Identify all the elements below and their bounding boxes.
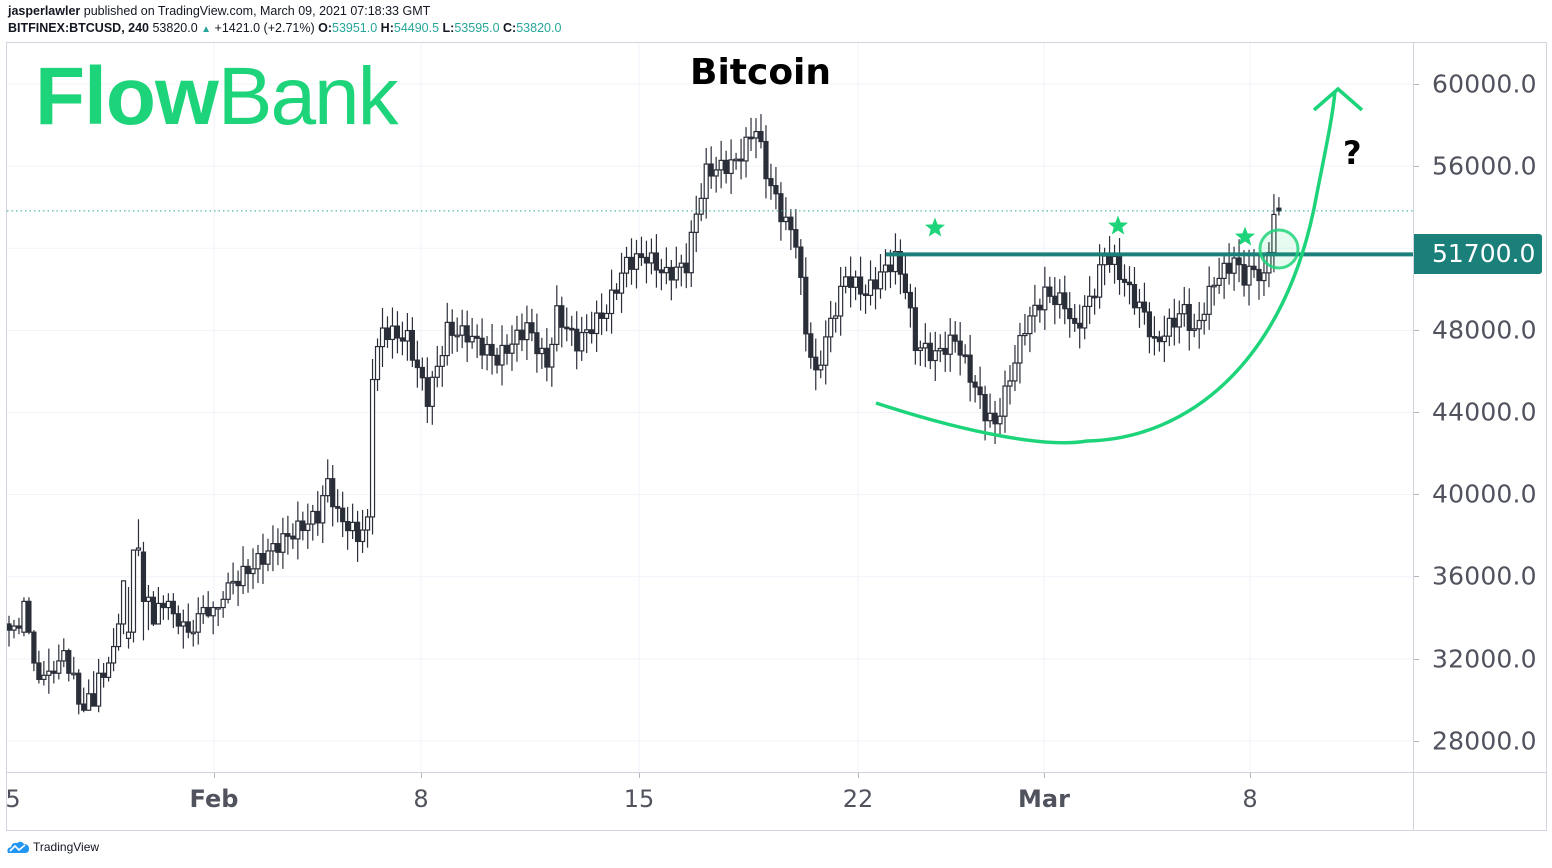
time-tick bbox=[858, 773, 859, 778]
flowbank-logo: Flow Bank bbox=[35, 51, 399, 142]
up-triangle-icon: ▲ bbox=[201, 24, 212, 35]
price-label: 44000.0 bbox=[1432, 397, 1537, 427]
close-label: C: bbox=[503, 21, 517, 35]
tradingview-cloud-icon bbox=[7, 841, 29, 853]
axis-corner-divider bbox=[1413, 773, 1414, 831]
open-value: 53951.0 bbox=[332, 21, 378, 35]
price-axis[interactable]: 60000.0 56000.0 51700.0 48000.0 44000.0 … bbox=[1413, 43, 1546, 772]
price-tick bbox=[1414, 741, 1419, 742]
time-label: 22 bbox=[842, 785, 874, 813]
time-tick bbox=[421, 773, 422, 778]
price-label: 32000.0 bbox=[1432, 644, 1537, 674]
chart-title: Bitcoin bbox=[690, 52, 832, 93]
candlestick-chart bbox=[7, 43, 1413, 772]
publish-line: jasperlawler published on TradingView.co… bbox=[8, 3, 561, 20]
price-tick bbox=[1414, 412, 1419, 413]
time-tick bbox=[639, 773, 640, 778]
chart-plot-area[interactable] bbox=[7, 43, 1413, 772]
price-tick bbox=[1414, 84, 1419, 85]
time-label: Feb bbox=[189, 785, 239, 813]
published-text: published on TradingView.com, March 09, … bbox=[83, 4, 431, 18]
tradingview-footer[interactable]: TradingView bbox=[6, 840, 99, 854]
logo-flow: Flow bbox=[35, 51, 219, 142]
price-label: 36000.0 bbox=[1432, 561, 1537, 591]
price-tick bbox=[1414, 494, 1419, 495]
question-mark-annotation: ? bbox=[1343, 134, 1362, 172]
high-value: 54490.5 bbox=[393, 21, 440, 35]
open-label: O: bbox=[318, 21, 332, 35]
time-axis[interactable]: 5 Feb 8 15 22 Mar 8 bbox=[5, 772, 1546, 831]
time-label: 8 bbox=[413, 785, 429, 813]
tradingview-label: TradingView bbox=[33, 840, 100, 854]
price-tick bbox=[1414, 659, 1419, 660]
high-label: H: bbox=[380, 21, 394, 35]
logo-bank: Bank bbox=[217, 51, 399, 142]
author-name[interactable]: jasperlawler bbox=[8, 4, 81, 18]
price-label: 48000.0 bbox=[1432, 315, 1537, 345]
low-value: 53595.0 bbox=[454, 21, 500, 35]
price-tick bbox=[1414, 166, 1419, 167]
price-label: 40000.0 bbox=[1432, 479, 1537, 509]
price-label: 60000.0 bbox=[1432, 69, 1537, 99]
price-label: 56000.0 bbox=[1432, 151, 1537, 181]
price-tick bbox=[1414, 576, 1419, 577]
time-tick bbox=[1044, 773, 1045, 778]
time-label: 15 bbox=[623, 785, 655, 813]
time-tick bbox=[214, 773, 215, 778]
price-change: +1421.0 (+2.71%) bbox=[214, 21, 315, 35]
time-tick bbox=[1250, 773, 1251, 778]
price-tick bbox=[1414, 330, 1419, 331]
time-label: 5 bbox=[5, 785, 21, 813]
publish-header: jasperlawler published on TradingView.co… bbox=[8, 3, 561, 38]
symbol-label: BITFINEX:BTCUSD, 240 bbox=[8, 21, 149, 35]
chart-frame bbox=[6, 42, 1547, 831]
time-label: Mar bbox=[1018, 785, 1070, 813]
last-price: 53820.0 bbox=[152, 21, 198, 35]
price-label: 28000.0 bbox=[1432, 726, 1537, 756]
close-value: 53820.0 bbox=[516, 21, 562, 35]
resistance-price-badge: 51700.0 bbox=[1414, 234, 1542, 274]
time-label: 8 bbox=[1242, 785, 1258, 813]
low-label: L: bbox=[442, 21, 455, 35]
symbol-info-line: BITFINEX:BTCUSD, 240 53820.0 ▲ +1421.0 (… bbox=[8, 20, 561, 38]
